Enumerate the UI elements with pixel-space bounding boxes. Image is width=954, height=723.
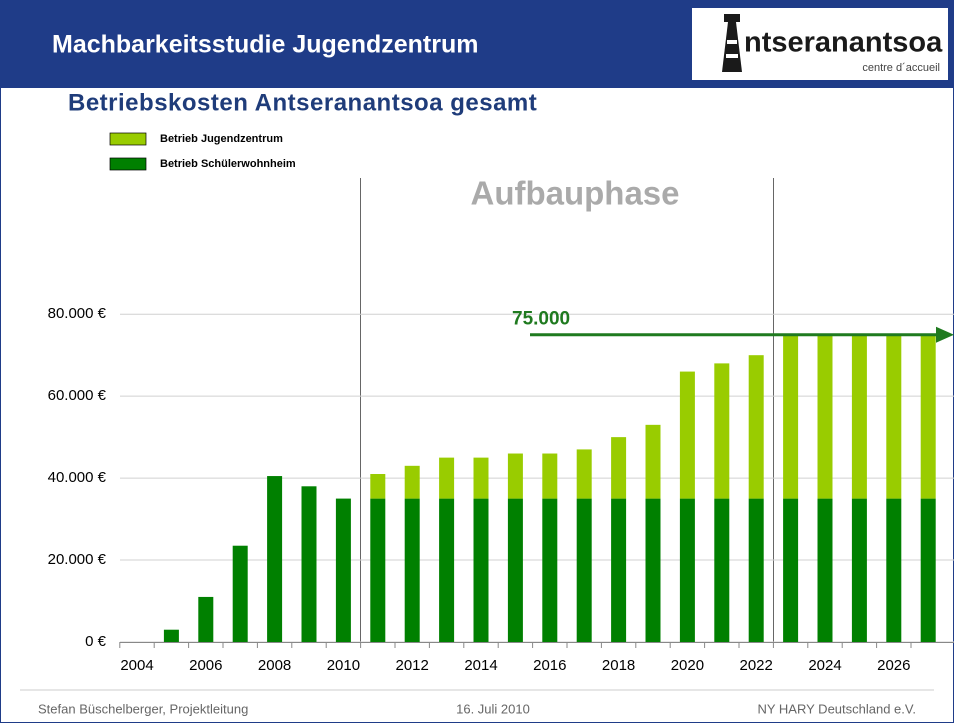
bar-segment xyxy=(748,355,764,499)
bar-segment xyxy=(301,486,317,642)
bar-segment xyxy=(370,474,386,499)
x-tick-label: 2010 xyxy=(327,657,360,674)
bar-segment xyxy=(267,476,283,642)
legend-swatch xyxy=(109,132,147,146)
bar-segment xyxy=(886,498,902,642)
legend-swatch xyxy=(109,157,147,171)
bar-segment xyxy=(542,498,558,642)
reference-label: 75.000 xyxy=(512,309,570,330)
bar-segment xyxy=(783,334,799,499)
x-tick-label: 2020 xyxy=(671,657,704,674)
bar-segment xyxy=(507,498,523,642)
bar-segment xyxy=(576,449,592,499)
bar-segment xyxy=(851,498,867,642)
bar-segment xyxy=(679,498,695,642)
bar-segment xyxy=(473,457,489,499)
bar-segment xyxy=(645,498,661,642)
bar-segment xyxy=(611,498,627,642)
x-tick-label: 2024 xyxy=(808,657,841,674)
bar-segment xyxy=(748,498,764,642)
chart-title: Betriebskosten Antseranantsoa gesamt xyxy=(68,89,537,116)
footer-right: NY HARY Deutschland e.V. xyxy=(757,701,916,716)
bar-segment xyxy=(817,498,833,642)
bar-segment xyxy=(335,498,351,642)
bar-segment xyxy=(611,437,627,499)
legend-label: Betrieb Schülerwohnheim xyxy=(160,158,296,170)
y-tick-label: 40.000 € xyxy=(48,469,107,486)
phase-annotation: Aufbauphase xyxy=(470,175,679,212)
x-tick-label: 2012 xyxy=(396,657,429,674)
bar-segment xyxy=(198,596,214,642)
bar-segment xyxy=(920,334,936,499)
footer-left: Stefan Büschelberger, Projektleitung xyxy=(38,701,248,716)
y-tick-label: 20.000 € xyxy=(48,551,107,568)
bar-segment xyxy=(404,465,420,499)
footer-center: 16. Juli 2010 xyxy=(456,701,530,716)
bar-segment xyxy=(714,363,730,499)
bar-segment xyxy=(404,498,420,642)
reference-arrowhead xyxy=(936,326,954,343)
bar-segment xyxy=(542,453,558,499)
header-title: Machbarkeitsstudie Jugendzentrum xyxy=(52,31,478,59)
logo-text: ntseranantsoa xyxy=(744,27,943,59)
x-tick-label: 2014 xyxy=(464,657,497,674)
bar-segment xyxy=(920,498,936,642)
bar-segment xyxy=(886,334,902,499)
y-tick-label: 0 € xyxy=(85,633,107,650)
bar-segment xyxy=(439,498,455,642)
bar-segment xyxy=(679,371,695,499)
x-tick-label: 2018 xyxy=(602,657,635,674)
x-tick-label: 2022 xyxy=(740,657,773,674)
bar-segment xyxy=(817,334,833,499)
logo-subtitle: centre d´accueil xyxy=(862,62,940,74)
bar-segment xyxy=(232,545,248,642)
bar-segment xyxy=(473,498,489,642)
y-tick-label: 60.000 € xyxy=(48,387,107,404)
bar-segment xyxy=(576,498,592,642)
bar-segment xyxy=(645,424,661,499)
bar-segment xyxy=(851,334,867,499)
x-tick-label: 2026 xyxy=(877,657,910,674)
bar-segment xyxy=(714,498,730,642)
legend-label: Betrieb Jugendzentrum xyxy=(160,133,283,145)
y-tick-label: 80.000 € xyxy=(48,305,107,322)
x-tick-label: 2016 xyxy=(533,657,566,674)
x-tick-label: 2006 xyxy=(189,657,222,674)
x-tick-label: 2008 xyxy=(258,657,291,674)
bar-segment xyxy=(163,629,179,642)
bar-segment xyxy=(783,498,799,642)
bar-segment xyxy=(439,457,455,499)
bar-segment xyxy=(370,498,386,642)
logo-lighthouse xyxy=(722,14,742,72)
bar-segment xyxy=(507,453,523,499)
x-tick-label: 2004 xyxy=(120,657,153,674)
